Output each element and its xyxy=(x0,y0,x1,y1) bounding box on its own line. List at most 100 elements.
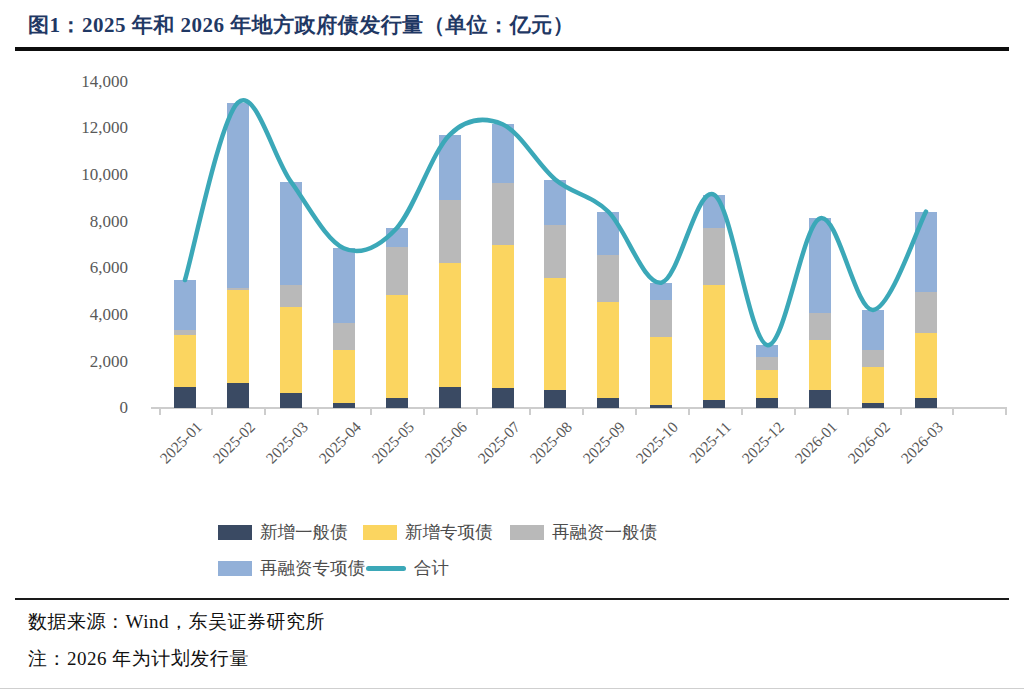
report-figure-page: 图1：2025 年和 2026 年地方政府债发行量（单位：亿元） 02,0004… xyxy=(0,0,1024,690)
stacked-bar-2025-12 xyxy=(756,345,778,408)
bar-segment xyxy=(703,400,725,408)
stacked-bar-2026-03 xyxy=(915,212,937,409)
stacked-bar-2025-06 xyxy=(439,135,461,409)
legend-item-refi-general: 再融资一般债 xyxy=(510,520,657,544)
new-special-swatch-icon xyxy=(363,525,397,540)
stacked-bar-2025-04 xyxy=(333,248,355,408)
bar-segment xyxy=(703,228,725,285)
bar-segment xyxy=(544,225,566,278)
bar-segment xyxy=(544,278,566,390)
y-axis-tick-label: 12,000 xyxy=(40,118,128,138)
bar-segment xyxy=(915,333,937,398)
x-axis-tick xyxy=(847,408,849,415)
new-general-swatch-icon xyxy=(218,525,252,540)
y-axis-tick-label: 4,000 xyxy=(40,305,128,325)
stacked-bar-2026-02 xyxy=(862,310,884,408)
x-axis-tick xyxy=(529,408,531,415)
bar-segment xyxy=(650,405,672,408)
bar-segment xyxy=(333,323,355,350)
bar-segment xyxy=(333,350,355,403)
bar-segment xyxy=(439,387,461,409)
bar-segment xyxy=(386,228,408,246)
stacked-bar-2025-10 xyxy=(650,283,672,409)
bar-segment xyxy=(280,307,302,394)
bar-segment xyxy=(809,340,831,390)
bar-segment xyxy=(386,398,408,408)
data-source-text: 数据来源：Wind，东吴证券研究所 xyxy=(28,609,325,635)
stacked-bar-2025-08 xyxy=(544,180,566,409)
legend-label: 再融资一般债 xyxy=(552,520,657,544)
bar-segment xyxy=(862,367,884,404)
x-axis-tick xyxy=(370,408,372,415)
y-axis-tick-label: 10,000 xyxy=(40,165,128,185)
bar-segment xyxy=(386,295,408,398)
refi-general-swatch-icon xyxy=(510,525,544,540)
title-divider-rule xyxy=(15,47,1009,51)
bar-segment xyxy=(280,393,302,408)
bar-segment xyxy=(227,290,249,382)
bar-segment xyxy=(492,388,514,408)
stacked-bar-2025-02 xyxy=(227,103,249,409)
bar-segment xyxy=(280,285,302,307)
bar-segment xyxy=(439,263,461,386)
stacked-bar-2025-03 xyxy=(280,182,302,409)
bar-segment xyxy=(756,357,778,370)
note-text: 注：2026 年为计划发行量 xyxy=(28,646,249,672)
legend-label: 新增专项债 xyxy=(405,520,493,544)
bar-segment xyxy=(174,280,196,330)
bar-segment xyxy=(862,350,884,367)
bar-segment xyxy=(597,398,619,408)
stacked-bar-2025-01 xyxy=(174,280,196,408)
bar-segment xyxy=(492,183,514,245)
legend-item-refi-special: 再融资专项债 xyxy=(218,556,365,580)
bar-segment xyxy=(650,337,672,405)
bar-segment xyxy=(915,398,937,408)
stacked-bar-2025-07 xyxy=(492,124,514,408)
figure-title: 图1：2025 年和 2026 年地方政府债发行量（单位：亿元） xyxy=(28,11,574,39)
page-bottom-rule xyxy=(0,688,1024,689)
bar-segment xyxy=(650,283,672,300)
x-axis-tick xyxy=(159,408,161,415)
x-axis-tick xyxy=(900,408,902,415)
bar-segment xyxy=(333,403,355,408)
legend-label: 新增一般债 xyxy=(260,520,348,544)
bar-segment xyxy=(809,313,831,340)
stacked-bar-2025-11 xyxy=(703,195,725,408)
bar-segment xyxy=(650,300,672,337)
x-axis-tick xyxy=(952,408,954,415)
bar-segment xyxy=(597,212,619,255)
bar-segment xyxy=(597,302,619,399)
bar-segment xyxy=(809,218,831,313)
bar-segment xyxy=(174,387,196,408)
bar-segment xyxy=(280,182,302,285)
bar-segment xyxy=(544,180,566,225)
legend-item-new-special: 新增专项债 xyxy=(363,520,493,544)
stacked-bar-2025-09 xyxy=(597,212,619,409)
y-axis-tick-label: 14,000 xyxy=(40,72,128,92)
x-axis-tick xyxy=(1005,408,1007,415)
total-line-swatch-icon xyxy=(366,566,406,571)
legend-item-total: 合计 xyxy=(366,556,449,580)
bar-segment xyxy=(597,255,619,302)
footer-divider-rule xyxy=(15,598,1009,600)
x-axis-tick xyxy=(423,408,425,415)
bar-segment xyxy=(862,310,884,350)
bar-segment xyxy=(862,403,884,408)
y-axis-tick-label: 6,000 xyxy=(40,258,128,278)
bar-segment xyxy=(439,135,461,200)
legend-label: 合计 xyxy=(414,556,449,580)
bar-segment xyxy=(492,124,514,183)
bar-segment xyxy=(809,390,831,408)
bar-segment xyxy=(227,383,249,409)
bar-segment xyxy=(492,245,514,388)
bar-segment xyxy=(544,390,566,408)
x-axis-tick xyxy=(582,408,584,415)
x-axis-tick xyxy=(688,408,690,415)
bar-segment xyxy=(386,247,408,295)
bar-segment xyxy=(439,200,461,263)
bar-segment xyxy=(703,285,725,400)
bar-segment xyxy=(915,292,937,334)
bar-segment xyxy=(756,370,778,398)
legend-label: 再融资专项债 xyxy=(260,556,365,580)
bar-segment xyxy=(756,345,778,357)
